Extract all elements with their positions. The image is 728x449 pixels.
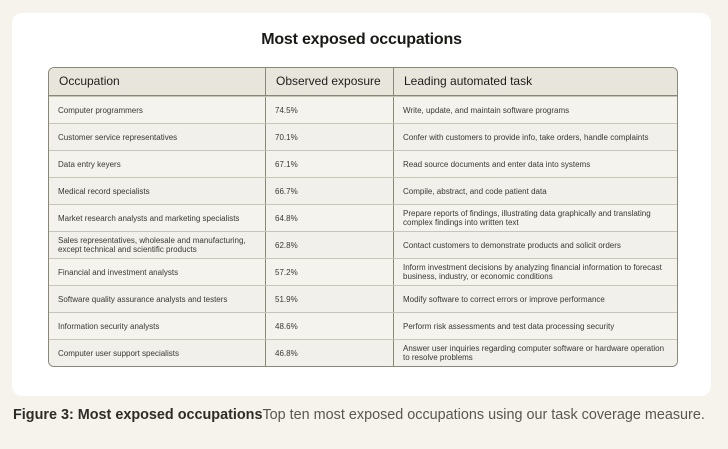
header-occupation: Occupation	[49, 68, 266, 95]
table-row: Customer service representatives 70.1% C…	[49, 123, 677, 150]
caption-text: Top ten most exposed occupations using o…	[262, 407, 705, 423]
task-cell: Perform risk assessments and test data p…	[403, 321, 615, 331]
occupation-cell: Financial and investment analysts	[49, 259, 266, 285]
caption-lead: Figure 3: Most exposed occupations	[13, 407, 263, 423]
header-leading-task: Leading automated task	[404, 74, 533, 88]
occupation-cell: Computer programmers	[49, 97, 266, 123]
occupation-cell: Sales representatives, wholesale and man…	[49, 232, 266, 258]
figure-card: Most exposed occupations Occupation Obse…	[12, 13, 711, 396]
exposure-cell: 67.1%	[266, 151, 394, 177]
table-row: Sales representatives, wholesale and man…	[49, 231, 677, 258]
occupation-cell: Medical record specialists	[49, 178, 266, 204]
exposure-cell: 62.8%	[266, 232, 394, 258]
occupation-cell: Customer service representatives	[49, 124, 266, 150]
occupation-cell: Computer user support specialists	[49, 340, 266, 366]
figure-title: Most exposed occupations	[261, 31, 462, 48]
table-row: Software quality assurance analysts and …	[49, 285, 677, 312]
task-cell: Contact customers to demonstrate product…	[403, 240, 621, 250]
exposure-cell: 64.8%	[266, 205, 394, 231]
table-row: Medical record specialists 66.7% Compile…	[49, 177, 677, 204]
task-cell: Read source documents and enter data int…	[403, 159, 591, 169]
occupation-cell: Data entry keyers	[49, 151, 266, 177]
task-cell: Modify software to correct errors or imp…	[403, 294, 605, 304]
occupations-table: Occupation Observed exposure Leading aut…	[48, 67, 678, 367]
task-cell: Confer with customers to provide info, t…	[403, 132, 649, 142]
exposure-cell: 51.9%	[266, 286, 394, 312]
table-row: Financial and investment analysts 57.2% …	[49, 258, 677, 285]
exposure-cell: 74.5%	[266, 97, 394, 123]
exposure-cell: 48.6%	[266, 313, 394, 339]
table-row: Data entry keyers 67.1% Read source docu…	[49, 150, 677, 177]
task-cell: Write, update, and maintain software pro…	[403, 105, 570, 115]
exposure-cell: 66.7%	[266, 178, 394, 204]
table-row: Computer user support specialists 46.8% …	[49, 339, 677, 366]
occupation-cell: Information security analysts	[49, 313, 266, 339]
header-observed-exposure: Observed exposure	[266, 68, 394, 95]
task-cell: Prepare reports of findings, illustratin…	[403, 209, 651, 227]
figure-caption: Figure 3: Most exposed occupationsTop te…	[13, 407, 713, 424]
task-cell: Answer user inquiries regarding computer…	[403, 344, 665, 362]
occupation-cell: Software quality assurance analysts and …	[49, 286, 266, 312]
task-cell: Inform investment decisions by analyzing…	[403, 263, 662, 281]
table-row: Information security analysts 48.6% Perf…	[49, 312, 677, 339]
occupation-cell: Market research analysts and marketing s…	[49, 205, 266, 231]
exposure-cell: 57.2%	[266, 259, 394, 285]
exposure-cell: 70.1%	[266, 124, 394, 150]
table-header-row: Occupation Observed exposure Leading aut…	[49, 68, 677, 96]
task-cell: Compile, abstract, and code patient data	[403, 186, 547, 196]
exposure-cell: 46.8%	[266, 340, 394, 366]
table-row: Computer programmers 74.5% Write, update…	[49, 96, 677, 123]
table-row: Market research analysts and marketing s…	[49, 204, 677, 231]
